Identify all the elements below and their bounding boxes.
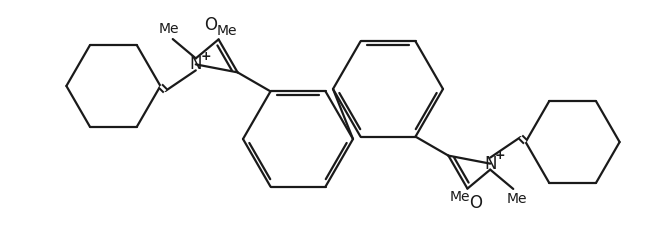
- Text: Me: Me: [449, 190, 470, 204]
- Text: N: N: [189, 55, 202, 73]
- Text: O: O: [204, 16, 217, 34]
- Text: +: +: [495, 149, 506, 162]
- Text: O: O: [469, 194, 482, 212]
- Text: Me: Me: [159, 22, 179, 36]
- Text: N: N: [484, 155, 496, 173]
- Text: +: +: [201, 50, 211, 63]
- Text: Me: Me: [216, 24, 237, 38]
- Text: Me: Me: [507, 192, 528, 206]
